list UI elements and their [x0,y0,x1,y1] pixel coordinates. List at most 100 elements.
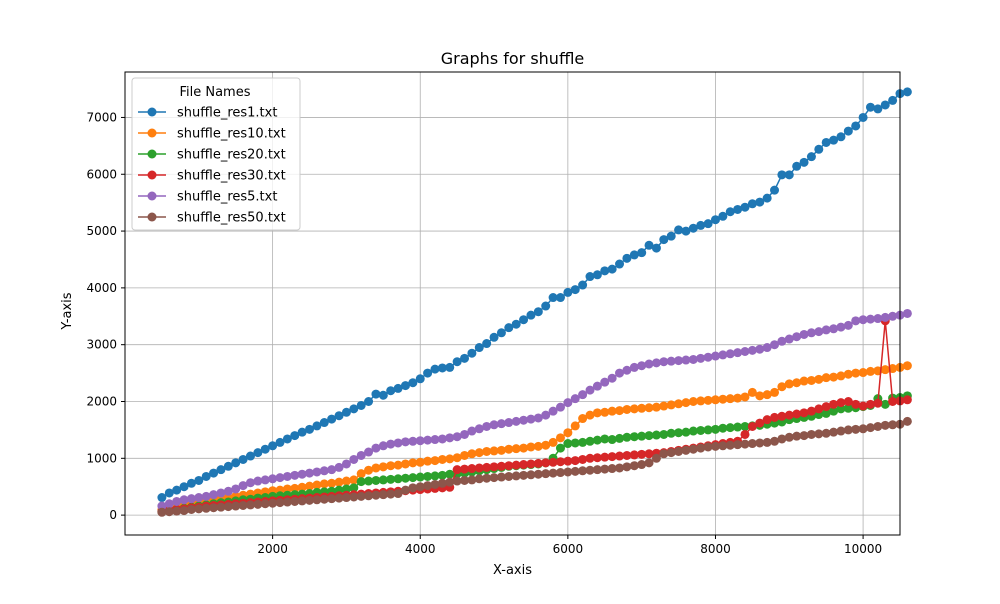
data-point [792,431,802,441]
data-point [888,95,898,105]
data-point [578,466,588,476]
data-point [474,474,484,484]
data-point [836,371,846,381]
data-point [607,373,617,383]
data-point [710,215,720,225]
data-point [733,440,743,450]
data-point [186,494,196,504]
data-point [305,495,315,505]
data-point [659,449,669,459]
data-point [681,226,691,236]
data-point [762,415,772,425]
data-point [755,197,765,207]
data-point [548,468,558,478]
data-point [386,489,396,499]
legend-label: shuffle_res1.txt [177,106,277,121]
data-point [526,459,536,469]
data-point [186,478,196,488]
legend-marker [147,212,157,222]
data-point [755,391,765,401]
legend-box [131,77,301,231]
data-point [423,368,433,378]
data-point [437,478,447,488]
data-point [880,420,890,430]
data-point [489,462,499,472]
data-point [799,376,809,386]
data-point [615,259,625,269]
data-point [585,453,595,463]
data-point [688,426,698,436]
data-point [902,361,912,371]
legend-marker [147,107,157,117]
data-point [615,451,625,461]
data-point [541,440,551,450]
data-point [430,456,440,466]
data-point [511,460,521,470]
data-point [710,441,720,451]
data-point [356,450,366,460]
data-point [615,433,625,443]
data-point [733,204,743,214]
data-point [511,416,521,426]
data-point [474,463,484,473]
data-point [858,368,868,378]
data-point [836,132,846,142]
data-point [415,482,425,492]
data-point [393,438,403,448]
data-point [674,225,684,235]
data-point [393,383,403,393]
data-point [747,345,757,355]
data-point [784,334,794,344]
data-point [806,375,816,385]
x-tick-label: 8000 [700,542,731,556]
data-point [755,344,765,354]
data-point [843,403,853,413]
data-point [460,464,470,474]
data-point [386,474,396,484]
data-point [688,354,698,364]
data-point [821,428,831,438]
legend-entry: shuffle_res5.txt [138,190,277,205]
data-point [290,483,300,493]
data-point [814,144,824,154]
data-point [541,301,551,311]
data-point [644,449,654,459]
data-point [821,408,831,418]
data-point [555,468,565,478]
data-point [260,475,270,485]
data-point [696,220,706,230]
data-point [666,400,676,410]
data-point [681,398,691,408]
data-point [305,481,315,491]
data-point [519,415,529,425]
data-point [792,161,802,171]
data-point [260,444,270,454]
data-point [570,394,580,404]
data-point [555,293,565,303]
data-point [504,444,514,454]
data-point [305,468,315,478]
data-point [607,464,617,474]
data-point [696,396,706,406]
data-point [725,207,735,217]
data-point [622,253,632,263]
legend-marker [147,149,157,159]
data-point [770,185,780,195]
data-point [452,476,462,486]
data-point [164,488,174,498]
data-point [733,393,743,403]
data-point [829,324,839,334]
data-point [437,454,447,464]
data-point [821,137,831,147]
grid [125,72,900,535]
data-point [327,494,337,504]
data-point [880,100,890,110]
data-point [725,440,735,450]
data-point [592,465,602,475]
data-point [194,493,204,503]
data-point [327,414,337,424]
data-point [585,410,595,420]
y-tick-label: 0 [109,508,117,522]
data-point [467,475,477,485]
